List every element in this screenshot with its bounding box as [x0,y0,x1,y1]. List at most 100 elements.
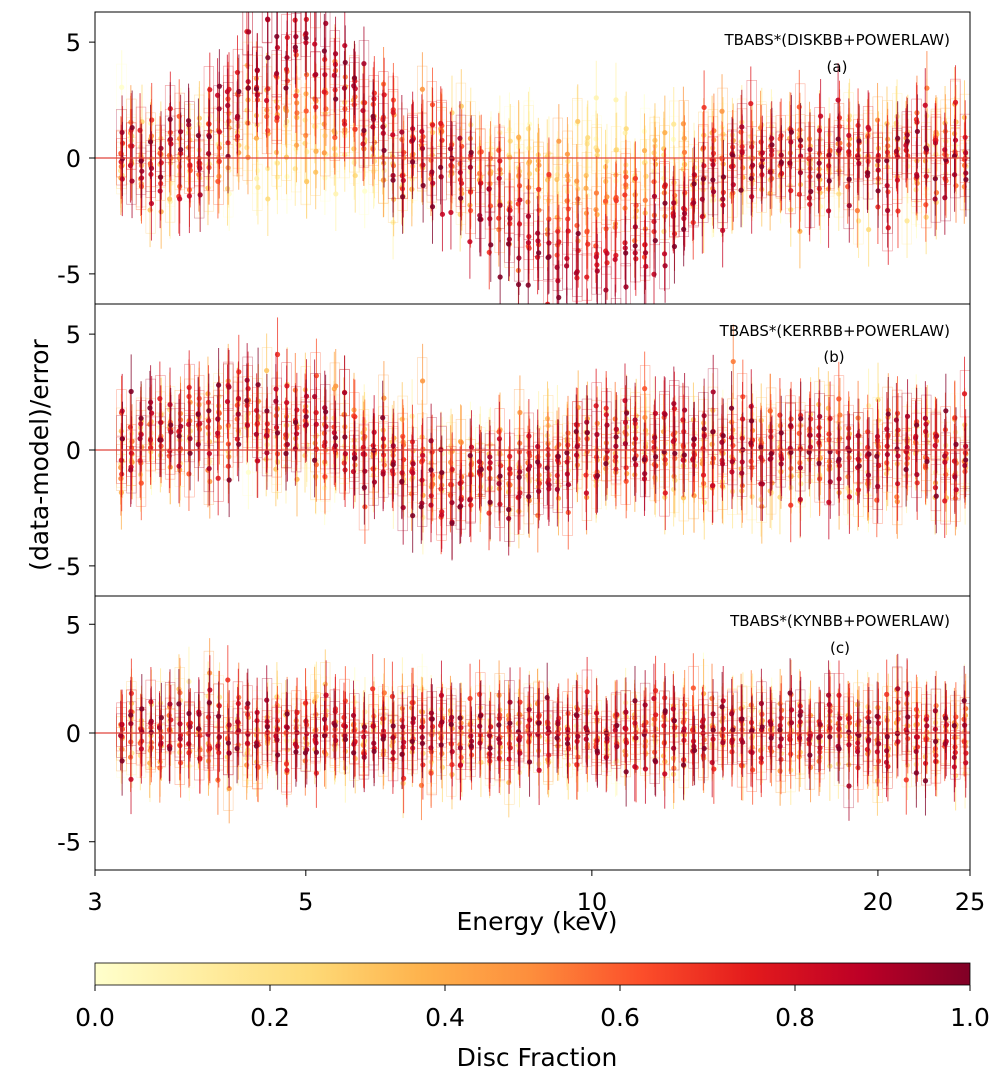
bin-box [290,13,302,61]
data-point [796,191,803,197]
data-point [612,256,618,263]
data-point [351,146,357,152]
data-point [923,145,929,151]
bin-box [581,120,593,168]
data-point [642,197,648,203]
data-point [283,154,290,160]
data-point [643,303,646,304]
data-point [875,397,881,403]
data-point [720,174,727,180]
data-point [661,251,668,257]
bin-box [174,108,185,156]
bin-box [417,124,428,172]
data-point [759,164,765,170]
data-point [680,121,687,127]
data-point [846,176,852,182]
data-point [371,96,377,102]
data-point [380,124,386,130]
data-point [381,462,387,468]
data-point [505,241,512,247]
data-point [321,89,327,95]
bin-box [659,242,670,290]
data-point [671,200,677,206]
panel-a-y-axis: -5 0 5 [57,29,95,289]
bin-box [261,12,273,43]
data-point [603,287,609,293]
data-point [526,158,533,165]
panel-b: -505 TBABS*(KERRBB+POWERLAW) (b) [57,303,971,597]
data-point [652,237,658,244]
data-point [177,196,183,202]
bin-box [465,143,476,191]
data-point [265,196,271,202]
data-point [555,278,561,284]
data-point [225,102,231,109]
data-point [400,177,406,184]
data-point [730,358,736,365]
data-point [497,158,503,164]
bin-box [833,127,845,175]
data-point [400,433,406,439]
bin-box [484,165,496,213]
data-point [797,127,803,133]
data-point [942,147,948,153]
data-point [748,100,754,107]
data-point [186,471,192,477]
data-point [303,35,309,41]
data-point [623,174,629,180]
data-point [264,367,270,374]
data-point [205,150,212,157]
data-point [285,6,290,11]
bin-box [678,100,690,148]
bin-box [562,242,573,290]
bin-box [581,253,593,301]
data-point [584,344,589,349]
bin-box [358,40,370,88]
data-point [584,274,590,280]
data-point [641,147,648,154]
data-point [961,114,968,120]
data-point [429,169,435,175]
data-point [429,204,436,210]
data-point [265,55,271,61]
data-point [778,159,784,165]
data-point [584,229,590,235]
data-point [197,192,203,198]
bin-box [552,243,564,291]
data-point [487,216,493,222]
data-point [846,132,852,139]
bin-box [930,175,942,223]
data-point [595,309,600,314]
data-point [420,182,426,189]
data-point [497,274,503,280]
data-point [283,66,290,72]
data-point [788,188,794,194]
bin-box [310,51,321,98]
bin-box [765,148,777,196]
data-point [738,187,744,193]
data-point [739,124,745,130]
data-point [855,218,862,224]
data-point [835,136,841,142]
bin-box [184,101,195,149]
bin-box [184,450,195,498]
data-point [555,165,561,171]
data-point [119,156,125,162]
y-tick-label: -5 [57,261,81,289]
data-point [438,164,444,170]
data-point [246,29,252,35]
data-point [555,228,561,234]
data-point [351,75,358,81]
data-point [594,268,600,274]
data-point [360,107,366,114]
data-point [671,121,677,127]
bin-box [252,163,263,211]
data-point [720,196,726,202]
data-point [216,83,222,89]
data-point [699,196,705,202]
data-point [361,127,367,134]
bin-box [174,92,185,140]
panel-a-tag: (a) [827,58,848,76]
data-point [507,138,513,144]
